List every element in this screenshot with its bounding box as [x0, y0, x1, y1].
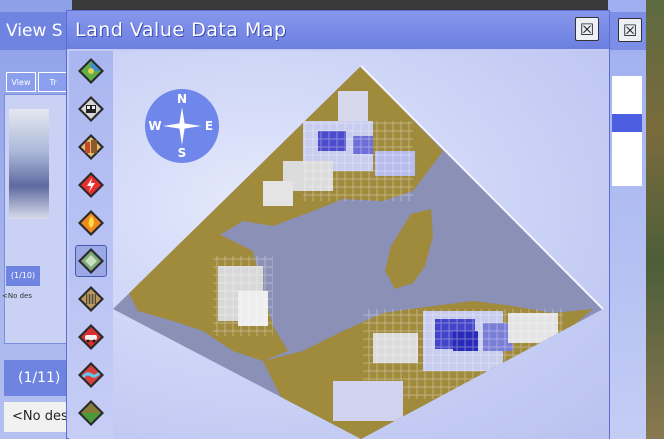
layer-button-land-value[interactable]	[75, 245, 107, 277]
compass-north: N	[175, 92, 189, 106]
compass-east: E	[202, 119, 216, 133]
land-value-window: Land Value Data Map ☒	[66, 10, 610, 439]
layer-button-crime[interactable]	[75, 283, 107, 315]
background-image-panel	[4, 94, 68, 344]
layer-button-traffic[interactable]	[75, 321, 107, 353]
background-description-field: <No des	[4, 402, 72, 432]
compass-rose: N S E W	[145, 89, 219, 163]
terrain-icon	[77, 57, 105, 85]
close-button[interactable]: ☒	[575, 17, 599, 41]
layer-button-buildings[interactable]	[75, 131, 107, 163]
layer-button-fire[interactable]	[75, 207, 107, 239]
background-map-strip	[646, 0, 664, 439]
background-list-selection	[612, 114, 642, 132]
window-title: Land Value Data Map	[75, 11, 287, 49]
background-window-right: ☒	[608, 0, 664, 439]
background-window-title: View S	[0, 12, 72, 50]
buildings-icon	[77, 133, 105, 161]
traffic-icon	[77, 323, 105, 351]
background-window-left: View S View Tr (1/10) <No des (1/11) <No…	[0, 0, 72, 439]
water-icon	[77, 361, 105, 389]
power-icon	[77, 171, 105, 199]
background-page-counter: (1/11)	[4, 360, 68, 396]
background-tab-strip: View Tr	[6, 72, 68, 92]
window-titlebar[interactable]: Land Value Data Map ☒	[67, 11, 609, 49]
background-close-button[interactable]: ☒	[618, 18, 642, 42]
background-small-description: <No des	[2, 292, 66, 300]
layer-button-landform[interactable]	[75, 397, 107, 429]
land-value-icon	[77, 247, 105, 275]
city-blocks-west	[213, 256, 273, 336]
layer-button-power[interactable]	[75, 169, 107, 201]
layer-button-terrain[interactable]	[75, 55, 107, 87]
background-tab-second[interactable]: Tr	[38, 72, 68, 92]
transit-icon	[77, 95, 105, 123]
layer-button-transit[interactable]	[75, 93, 107, 125]
layer-button-water[interactable]	[75, 359, 107, 391]
land-value-map[interactable]: N S E W	[113, 51, 609, 439]
background-thumbnail	[9, 109, 49, 219]
background-tab-view[interactable]: View	[6, 72, 36, 92]
crime-icon	[77, 285, 105, 313]
city-blocks-south	[333, 309, 563, 421]
landform-icon	[77, 399, 105, 427]
map-layer-toolbar	[69, 51, 113, 439]
compass-south: S	[175, 146, 189, 160]
compass-west: W	[148, 119, 162, 133]
fire-icon	[77, 209, 105, 237]
background-small-counter: (1/10)	[6, 266, 40, 286]
